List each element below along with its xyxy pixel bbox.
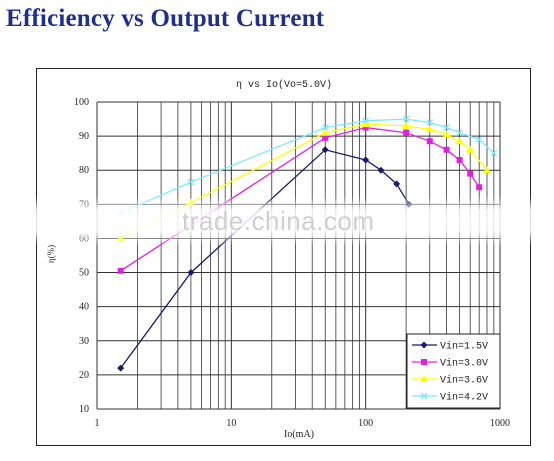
data-point	[187, 269, 195, 277]
y-tick-label: 20	[79, 370, 89, 381]
data-point	[322, 134, 329, 141]
y-tick-label: 50	[79, 268, 89, 279]
data-point	[402, 115, 410, 123]
data-point	[426, 119, 434, 126]
legend-marker	[420, 375, 428, 382]
legend-item: Vin=1.5V	[412, 341, 488, 353]
x-tick-label: 1	[95, 418, 100, 429]
data-point	[482, 166, 491, 174]
data-point	[377, 166, 385, 174]
page-title: Efficiency vs Output Current	[6, 5, 325, 32]
data-point	[467, 170, 474, 177]
chart-title: η vs Io(Vo=5.0V)	[236, 79, 332, 91]
data-point	[403, 129, 410, 136]
data-point	[321, 146, 329, 154]
series-line	[120, 118, 495, 214]
legend-item: Vin=3.6V	[412, 375, 488, 387]
data-point	[321, 128, 330, 136]
data-point	[362, 117, 370, 125]
y-tick-label: 10	[79, 404, 89, 415]
y-tick-label: 30	[79, 336, 89, 347]
data-point	[475, 136, 483, 143]
legend-marker	[420, 392, 428, 400]
legend-item: Vin=4.2V	[412, 392, 488, 404]
data-point	[187, 178, 195, 186]
legend-label: Vin=3.6V	[440, 375, 488, 387]
data-point	[362, 124, 369, 131]
data-point	[117, 364, 125, 372]
data-point	[321, 124, 329, 132]
data-point	[455, 137, 464, 145]
data-point	[466, 145, 475, 153]
data-point	[443, 124, 451, 132]
data-point	[456, 156, 463, 163]
chart-frame: η vs Io(Vo=5.0V) 10 20 30 40 50 60 70 80 90 100 1 1…	[36, 68, 531, 446]
legend-label: Vin=1.5V	[440, 341, 488, 353]
data-point	[490, 149, 498, 157]
y-tick-label: 80	[79, 165, 89, 176]
y-tick-label: 40	[79, 302, 89, 313]
data-point	[361, 120, 370, 128]
data-point	[393, 180, 401, 188]
data-point	[426, 138, 433, 145]
legend-item: Vin=3.0V	[412, 358, 488, 370]
legend-label: Vin=4.2V	[440, 392, 488, 404]
legend-marker	[421, 359, 427, 365]
data-point	[442, 130, 451, 138]
x-tick-label: 10	[226, 418, 236, 429]
x-axis-label: Io(mA)	[284, 429, 314, 440]
y-tick-label: 100	[74, 97, 89, 108]
data-point	[425, 125, 434, 133]
series-line	[120, 123, 488, 239]
data-point	[443, 146, 450, 153]
series-4	[117, 115, 498, 217]
series-1	[117, 146, 413, 372]
data-point	[186, 198, 195, 206]
legend-label: Vin=3.0V	[440, 358, 488, 370]
series-2	[117, 124, 483, 274]
data-point	[456, 129, 464, 137]
data-point	[362, 156, 370, 164]
data-point	[476, 184, 483, 191]
y-axis-label: η(%)	[46, 245, 56, 263]
data-point	[402, 121, 411, 129]
x-tick-label: 1000	[490, 418, 510, 429]
legend: Vin=1.5V Vin=3.0V Vin=3.6V Vin=4.2V	[406, 333, 501, 409]
legend-marker	[420, 341, 428, 349]
y-tick-label: 90	[79, 131, 89, 142]
y-tick-label: 60	[79, 233, 89, 244]
series-line	[120, 126, 480, 272]
x-tick-label: 100	[358, 418, 373, 429]
series-lines	[116, 115, 498, 372]
series-3	[116, 120, 491, 242]
data-point	[117, 267, 124, 274]
y-tick-label: 70	[79, 199, 89, 210]
